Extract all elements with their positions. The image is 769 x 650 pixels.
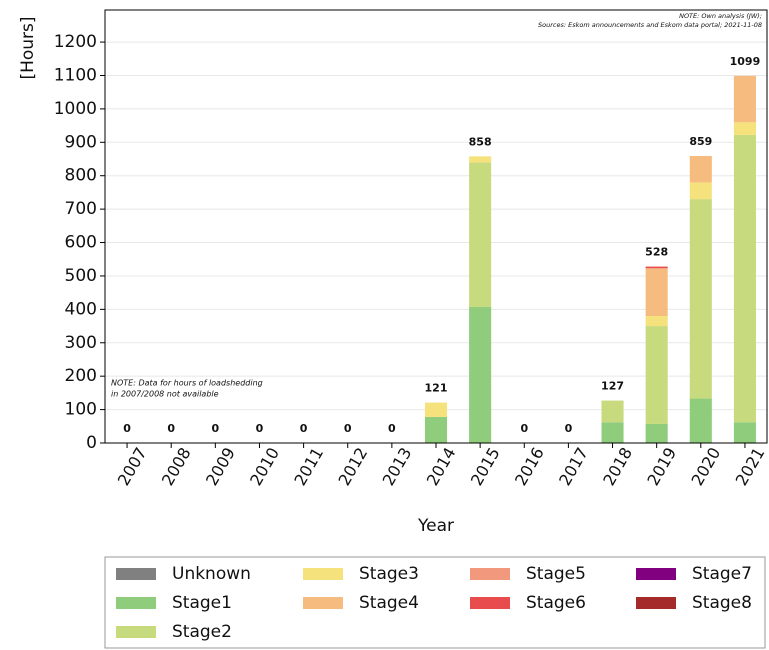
data-label: 0 <box>565 422 573 435</box>
bar-segment <box>645 326 668 424</box>
x-tick-label: 2020 <box>688 444 725 489</box>
data-label: 858 <box>469 135 492 148</box>
data-label: 528 <box>645 246 668 259</box>
data-label: 859 <box>689 135 712 148</box>
data-label: 0 <box>520 422 528 435</box>
x-axis-label: Year <box>417 516 454 536</box>
y-tick-label: 600 <box>65 233 97 253</box>
y-tick-label: 500 <box>65 266 97 286</box>
data-label: 1099 <box>730 55 761 68</box>
data-label: 0 <box>300 422 308 435</box>
plot-frame <box>104 9 768 444</box>
legend-swatch <box>116 568 156 580</box>
legend-swatch <box>470 568 510 580</box>
legend-label: Stage5 <box>526 564 586 584</box>
data-label: 127 <box>601 380 624 393</box>
legend-swatch <box>636 568 676 580</box>
y-axis-label: [Hours] <box>18 16 38 79</box>
x-tick-label: 2009 <box>202 444 239 489</box>
y-tick-label: 200 <box>65 366 97 386</box>
x-tick-label: 2008 <box>158 444 195 489</box>
bar-segment <box>733 422 756 443</box>
data-label: 0 <box>256 422 264 435</box>
legend-swatch <box>470 597 510 609</box>
y-tick-label: 1100 <box>54 65 97 85</box>
x-tick-label: 2016 <box>511 444 548 489</box>
y-tick-label: 700 <box>65 199 97 219</box>
legend-swatch <box>116 597 156 609</box>
legend-label: Stage2 <box>172 622 232 642</box>
bar-segment <box>424 416 448 443</box>
note: Sources: Eskom announcements and Eskom d… <box>538 21 762 29</box>
bar-segment <box>645 268 668 317</box>
bar-segment <box>645 423 668 443</box>
x-tick-label: 2015 <box>467 444 504 489</box>
y-tick-label: 1000 <box>54 99 97 119</box>
legend-label: Stage3 <box>359 564 419 584</box>
legend-swatch <box>303 568 343 580</box>
note: NOTE: Data for hours of loadshedding <box>111 379 263 388</box>
bar-segment <box>689 156 712 183</box>
bar-segment <box>645 266 668 269</box>
y-tick-label: 900 <box>65 132 97 152</box>
note: in 2007/2008 not available <box>111 390 219 399</box>
legend-label: Stage6 <box>526 593 586 613</box>
bar-segment <box>601 400 624 423</box>
data-label: 0 <box>167 422 175 435</box>
bar-segment <box>469 162 492 308</box>
x-tick-label: 2017 <box>555 444 592 489</box>
y-tick-label: 300 <box>65 333 97 353</box>
data-label: 0 <box>344 422 352 435</box>
bar-segment <box>424 402 448 417</box>
y-tick-label: 100 <box>65 400 97 420</box>
x-tick-label: 2007 <box>114 444 151 489</box>
y-tick-label: 0 <box>86 433 97 453</box>
data-label: 121 <box>425 382 448 395</box>
legend-label: Stage8 <box>692 593 752 613</box>
x-tick-label: 2012 <box>334 444 371 489</box>
data-label: 0 <box>212 422 220 435</box>
bar-segment <box>645 316 668 327</box>
legend-label: Unknown <box>172 564 251 584</box>
bar-segment <box>689 398 712 443</box>
bar-segment <box>733 122 756 135</box>
y-tick-label: 1200 <box>54 32 97 52</box>
data-label: 0 <box>123 422 131 435</box>
legend-swatch <box>636 597 676 609</box>
y-tick-label: 800 <box>65 166 97 186</box>
x-tick-label: 2019 <box>643 444 680 489</box>
bar-segment <box>469 156 492 163</box>
bar-segment <box>733 75 756 123</box>
note: NOTE: Own analysis (JW); <box>679 12 762 20</box>
x-tick-label: 2013 <box>379 444 416 489</box>
bar-segment <box>689 199 712 399</box>
bar-segment <box>469 307 492 443</box>
bar-segment <box>601 422 624 443</box>
y-tick-label: 400 <box>65 299 97 319</box>
x-tick-label: 2014 <box>423 444 460 489</box>
x-tick-label: 2021 <box>732 444 769 489</box>
legend-swatch <box>303 597 343 609</box>
x-tick-label: 2011 <box>290 444 327 489</box>
legend-label: Stage7 <box>692 564 752 584</box>
x-tick-label: 2010 <box>246 444 283 489</box>
legend-swatch <box>116 626 156 638</box>
bar-segment <box>689 182 712 200</box>
data-label: 0 <box>388 422 396 435</box>
legend-label: Stage4 <box>359 593 419 613</box>
legend-label: Stage1 <box>172 593 232 613</box>
bar-segment <box>733 134 756 423</box>
x-tick-label: 2018 <box>599 444 636 489</box>
